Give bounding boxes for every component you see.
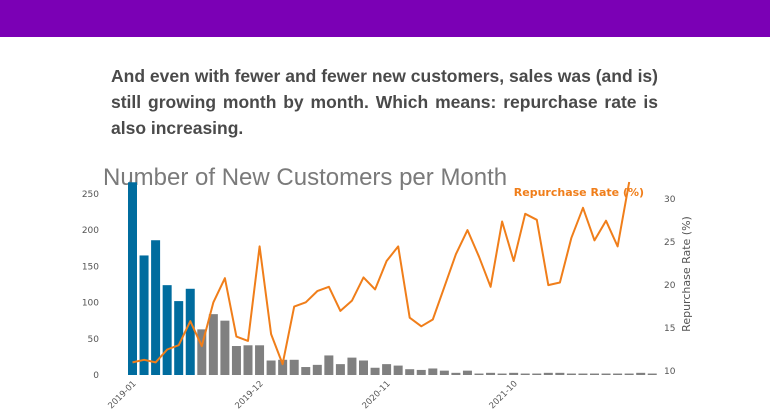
bar (428, 368, 438, 375)
bar (624, 373, 634, 375)
bar (255, 345, 265, 375)
bar (197, 329, 207, 375)
y-tick-label: 100 (82, 299, 99, 309)
bar (486, 372, 496, 375)
header-bar (0, 0, 770, 37)
bar (532, 373, 542, 375)
caption-text: And even with fewer and fewer new custom… (111, 66, 658, 138)
right-tick-label: 25 (664, 238, 675, 248)
bar (566, 373, 576, 375)
bar (139, 255, 149, 375)
bar (335, 364, 345, 375)
bar (243, 345, 253, 375)
bar (174, 301, 184, 375)
bar (416, 369, 426, 375)
bar (474, 373, 484, 375)
x-tick-label: 2019-12 (233, 379, 265, 411)
right-tick-label: 30 (664, 195, 676, 205)
bar (220, 320, 230, 375)
bar (231, 346, 241, 375)
bar (509, 372, 519, 375)
x-tick-label: 2020-11 (361, 379, 393, 411)
bar (370, 367, 380, 375)
bar (359, 360, 368, 375)
bar (555, 372, 565, 375)
x-tick-label: 2019-01 (106, 379, 138, 411)
bar (278, 359, 288, 375)
y-tick-label: 150 (82, 262, 99, 272)
bar (543, 372, 553, 375)
bar (613, 373, 623, 375)
bar (382, 364, 392, 375)
right-axis-label: Repurchase Rate (%) (680, 216, 693, 332)
bar (405, 369, 415, 375)
bar (590, 373, 599, 375)
repurchase-rate-line (132, 181, 631, 366)
bar (451, 372, 461, 375)
y-tick-label: 200 (82, 226, 99, 236)
bar (301, 367, 311, 375)
bar (601, 373, 611, 375)
bar (289, 359, 299, 375)
right-tick-label: 10 (664, 367, 676, 377)
y-tick-label: 250 (82, 190, 99, 200)
bar (462, 370, 472, 375)
bar (393, 365, 403, 375)
bar (578, 373, 588, 375)
bar (520, 373, 530, 375)
bar (647, 373, 657, 375)
bar (185, 288, 195, 375)
bar (636, 372, 646, 375)
bar (151, 240, 161, 375)
right-tick-label: 20 (664, 281, 676, 291)
bar (324, 355, 334, 375)
bar (439, 370, 449, 375)
bar (208, 314, 218, 375)
y-tick-label: 50 (88, 335, 100, 345)
bar (347, 357, 357, 375)
y-tick-label: 0 (93, 371, 99, 381)
bar (312, 364, 322, 375)
chart-title: Number of New Customers per Month (103, 164, 507, 191)
bar (266, 360, 276, 375)
bar (497, 373, 507, 375)
bar (162, 285, 172, 375)
x-tick-label: 2021-10 (488, 379, 520, 411)
bar (128, 182, 137, 375)
line-series-label: Repurchase Rate (%) (514, 186, 644, 199)
repurchase-chart: Number of New Customers per Month 0 50 100 1… (82, 164, 693, 411)
right-tick-label: 15 (664, 324, 675, 334)
